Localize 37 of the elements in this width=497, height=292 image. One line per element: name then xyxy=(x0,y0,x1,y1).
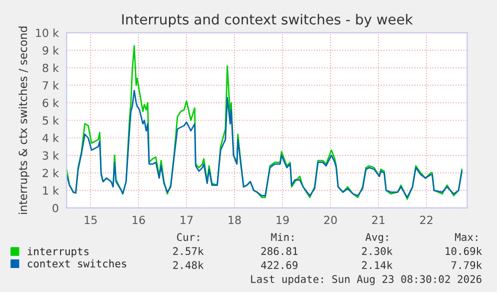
y-tick-label: 10 k xyxy=(36,28,59,38)
text: 286.81 xyxy=(261,247,298,256)
text: 422.69 xyxy=(261,261,298,270)
y-tick-label: 8 k xyxy=(42,64,59,72)
text: Min: xyxy=(271,232,294,241)
x-tick-label: 22 xyxy=(420,216,432,224)
y-tick-label: 2 k xyxy=(42,168,59,178)
text: Last update: Sun Aug 23 08:30:02 2026 xyxy=(251,274,482,286)
text: 7.79k xyxy=(451,261,482,270)
y-tick-label: 6 k xyxy=(42,98,59,108)
x-tick-label: 17 xyxy=(180,216,193,224)
y-tick-label: 9 k xyxy=(42,46,59,55)
text: 2.30k xyxy=(362,246,392,256)
text: 10.69k xyxy=(446,246,482,256)
text: Max: xyxy=(455,233,478,242)
y-tick-label: 3 k xyxy=(42,151,59,160)
x-tick-label: 21 xyxy=(372,216,384,224)
x-tick-label: 18 xyxy=(228,216,241,224)
legend-label: interrupts xyxy=(28,247,89,258)
y-tick-label: 1 k xyxy=(43,186,59,195)
text: Cur: xyxy=(177,233,199,242)
text: 2.14k xyxy=(362,261,392,269)
line-series xyxy=(66,90,463,198)
text: 2.57k xyxy=(173,246,204,256)
y-tick-label: 0 xyxy=(52,204,58,212)
text: Avg: xyxy=(365,233,388,244)
text: 2.48k xyxy=(173,261,204,270)
y-axis-title: interrupts & ctx switches / second xyxy=(18,26,30,214)
y-tick-label: 7 k xyxy=(42,81,59,90)
y-tick-label: 4 k xyxy=(42,134,59,142)
x-tick-label: 20 xyxy=(324,216,337,224)
x-tick-label: 16 xyxy=(132,216,145,224)
x-tick-label: 15 xyxy=(84,216,97,224)
legend-label: context switches xyxy=(28,259,126,268)
y-tick-label: 5 k xyxy=(42,116,59,125)
x-tick-label: 19 xyxy=(276,216,289,224)
chart-title: Interrupts and context switches - by week xyxy=(122,14,413,28)
